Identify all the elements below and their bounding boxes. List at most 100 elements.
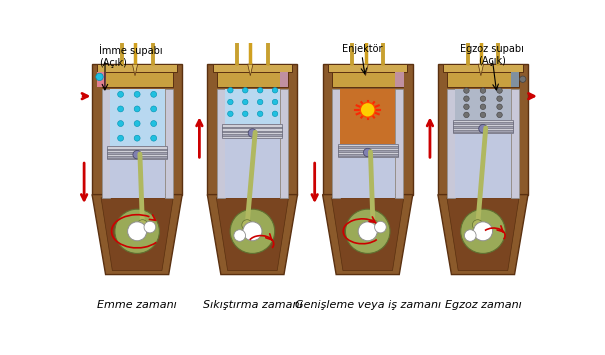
Circle shape bbox=[345, 209, 390, 253]
Bar bbox=[438, 64, 528, 195]
Text: İmme supabı
(Açık): İmme supabı (Açık) bbox=[99, 44, 163, 68]
Circle shape bbox=[230, 209, 275, 253]
Circle shape bbox=[361, 103, 375, 117]
Bar bbox=[110, 89, 165, 198]
Bar bbox=[212, 64, 292, 72]
Bar bbox=[448, 89, 456, 198]
Bar bbox=[448, 64, 518, 87]
Bar bbox=[340, 89, 395, 198]
Circle shape bbox=[134, 106, 140, 112]
Circle shape bbox=[227, 99, 233, 105]
Bar bbox=[328, 64, 408, 72]
Circle shape bbox=[520, 76, 526, 82]
Text: Emme zamanı: Emme zamanı bbox=[97, 300, 177, 310]
Circle shape bbox=[227, 87, 233, 93]
Circle shape bbox=[137, 220, 148, 230]
Bar bbox=[208, 64, 298, 195]
Circle shape bbox=[272, 111, 278, 116]
Bar bbox=[511, 89, 518, 198]
Circle shape bbox=[151, 106, 157, 112]
Circle shape bbox=[473, 220, 483, 230]
Circle shape bbox=[248, 129, 257, 137]
Circle shape bbox=[474, 222, 492, 241]
Circle shape bbox=[497, 112, 502, 118]
Polygon shape bbox=[92, 195, 182, 274]
Bar bbox=[395, 72, 404, 87]
Circle shape bbox=[133, 151, 142, 159]
Polygon shape bbox=[478, 64, 483, 76]
Bar bbox=[102, 89, 110, 198]
Text: Egzoz supabı
(Açık): Egzoz supabı (Açık) bbox=[460, 44, 524, 66]
Polygon shape bbox=[247, 64, 253, 76]
Circle shape bbox=[479, 125, 487, 133]
Bar bbox=[217, 64, 288, 87]
Bar bbox=[97, 72, 106, 87]
Polygon shape bbox=[438, 195, 528, 274]
Polygon shape bbox=[132, 64, 138, 76]
Bar bbox=[453, 122, 513, 124]
Circle shape bbox=[497, 96, 502, 102]
Circle shape bbox=[115, 209, 159, 253]
Text: Enjektör: Enjektör bbox=[342, 44, 382, 54]
Bar bbox=[511, 72, 519, 87]
Polygon shape bbox=[447, 198, 519, 271]
Bar bbox=[322, 64, 413, 195]
Circle shape bbox=[358, 222, 378, 241]
Bar bbox=[338, 146, 397, 148]
Text: Egzoz zamanı: Egzoz zamanı bbox=[445, 300, 522, 310]
Circle shape bbox=[463, 112, 469, 118]
Bar bbox=[225, 138, 280, 198]
Circle shape bbox=[134, 121, 140, 126]
Bar bbox=[165, 89, 172, 198]
Circle shape bbox=[243, 87, 248, 93]
Circle shape bbox=[272, 99, 278, 105]
Circle shape bbox=[463, 104, 469, 109]
Circle shape bbox=[144, 221, 155, 233]
Circle shape bbox=[480, 104, 486, 109]
Bar bbox=[223, 124, 283, 138]
Bar bbox=[225, 89, 280, 198]
Bar bbox=[107, 148, 167, 150]
Circle shape bbox=[234, 230, 246, 241]
Circle shape bbox=[242, 220, 252, 230]
Circle shape bbox=[463, 88, 469, 93]
Circle shape bbox=[463, 96, 469, 102]
Bar bbox=[107, 156, 167, 158]
Circle shape bbox=[96, 73, 103, 81]
Circle shape bbox=[257, 99, 263, 105]
Circle shape bbox=[117, 106, 123, 112]
Bar bbox=[332, 89, 340, 198]
Circle shape bbox=[461, 209, 505, 253]
Circle shape bbox=[227, 111, 233, 116]
Circle shape bbox=[497, 104, 502, 109]
Circle shape bbox=[151, 135, 157, 141]
Text: Genişleme veya iş zamanı: Genişleme veya iş zamanı bbox=[295, 300, 441, 310]
Bar bbox=[107, 152, 167, 154]
Bar bbox=[338, 150, 397, 152]
Bar bbox=[453, 130, 513, 132]
Bar bbox=[110, 159, 165, 198]
Circle shape bbox=[117, 121, 123, 126]
Polygon shape bbox=[322, 195, 413, 274]
Circle shape bbox=[151, 91, 157, 97]
Circle shape bbox=[364, 148, 372, 157]
Circle shape bbox=[480, 88, 486, 93]
Circle shape bbox=[243, 99, 248, 105]
Polygon shape bbox=[208, 195, 298, 274]
Bar bbox=[338, 154, 397, 155]
Bar bbox=[453, 120, 513, 133]
Bar bbox=[280, 72, 289, 87]
Bar bbox=[223, 131, 283, 132]
Bar bbox=[223, 135, 283, 136]
Polygon shape bbox=[363, 64, 368, 76]
Circle shape bbox=[117, 135, 123, 141]
Circle shape bbox=[134, 135, 140, 141]
Text: Sıkıştırma zamanı: Sıkıştırma zamanı bbox=[203, 300, 302, 310]
Bar bbox=[340, 157, 395, 198]
Bar bbox=[223, 127, 283, 129]
Circle shape bbox=[128, 222, 146, 241]
Circle shape bbox=[368, 220, 378, 230]
Circle shape bbox=[480, 112, 486, 118]
Circle shape bbox=[243, 222, 262, 241]
Bar bbox=[456, 133, 511, 198]
